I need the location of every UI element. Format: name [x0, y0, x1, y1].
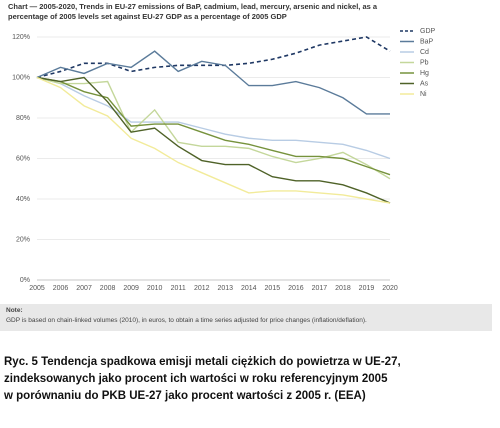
legend-label: As: [420, 80, 429, 87]
y-tick-label: 120%: [12, 34, 30, 41]
y-tick-label: 100%: [12, 74, 30, 81]
legend-label: GDP: [420, 28, 436, 35]
x-tick-label: 2012: [194, 285, 210, 292]
x-tick-label: 2006: [53, 285, 69, 292]
note-text: GDP is based on chain-linked volumes (20…: [6, 317, 367, 324]
caption-line: Ryc. 5 Tendencja spadkowa emisji metali …: [4, 356, 401, 368]
series-line: [36, 76, 391, 204]
series-line: [36, 76, 391, 204]
x-tick-label: 2020: [382, 285, 398, 292]
y-tick-label: 80%: [16, 115, 30, 122]
chart: 0% 20% 40% 60% 80% 100% 120% 2005 2006 2007 2008 20…: [12, 28, 436, 292]
x-tick-label: 2019: [359, 285, 375, 292]
caption-line: zindeksowanych jako procent ich wartości…: [4, 373, 388, 385]
note-heading: Note:: [6, 307, 23, 314]
y-tick-label: 60%: [16, 155, 30, 162]
x-tick-label: 2009: [123, 285, 139, 292]
series-line: [36, 76, 391, 180]
legend-label: Ni: [420, 91, 427, 98]
x-tick-label: 2013: [217, 285, 233, 292]
x-tick-label: 2016: [288, 285, 304, 292]
y-tick-label: 0%: [20, 277, 30, 284]
x-tick-label: 2014: [241, 285, 257, 292]
x-tick-label: 2005: [29, 285, 45, 292]
y-tick-label: 40%: [16, 196, 30, 203]
legend-label: Pb: [420, 59, 429, 66]
caption-line: w porównaniu do PKB UE-27 jako procent w…: [4, 390, 366, 402]
note: Note: GDP is based on chain-linked volum…: [0, 304, 492, 331]
legend-label: BaP: [420, 38, 434, 45]
chart-title: Chart — 2005-2020, Trends in EU-27 emiss…: [8, 2, 378, 21]
x-tick-label: 2007: [76, 285, 92, 292]
series-line: [36, 50, 390, 115]
x-tick-label: 2018: [335, 285, 351, 292]
x-tick-label: 2015: [265, 285, 281, 292]
series-line: [36, 76, 391, 176]
y-tick-label: 20%: [16, 236, 30, 243]
legend-label: Hg: [420, 70, 429, 77]
x-tick-label: 2008: [100, 285, 116, 292]
legend-label: Cd: [420, 49, 429, 56]
x-tick-label: 2017: [312, 285, 328, 292]
caption: Ryc. 5 Tendencja spadkowa emisji metali …: [4, 354, 401, 405]
x-tick-label: 2010: [147, 285, 163, 292]
x-tick-label: 2011: [171, 285, 186, 292]
series-line: [36, 76, 391, 160]
